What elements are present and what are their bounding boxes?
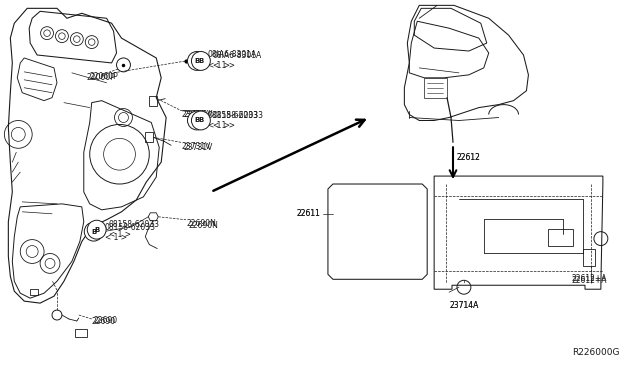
Text: 22612+A: 22612+A: [572, 276, 607, 285]
Text: 23731V: 23731V: [181, 142, 211, 151]
Text: < 1 >: < 1 >: [109, 230, 131, 239]
Text: 23731V: 23731V: [181, 110, 211, 119]
Text: 22060P: 22060P: [90, 72, 118, 81]
Text: < 1 >: < 1 >: [208, 121, 230, 130]
Text: B: B: [198, 58, 204, 64]
Text: 22612+A: 22612+A: [572, 274, 607, 283]
Text: 23714A: 23714A: [449, 301, 479, 310]
Text: 08IA6-8301A: 08IA6-8301A: [213, 51, 262, 61]
Text: 22611: 22611: [296, 209, 320, 218]
Text: 23731V: 23731V: [183, 143, 212, 152]
Text: < 1 >: < 1 >: [208, 61, 230, 70]
Circle shape: [191, 51, 211, 70]
Circle shape: [191, 111, 211, 130]
Text: R226000G: R226000G: [572, 348, 620, 357]
Text: B: B: [195, 58, 200, 64]
Circle shape: [84, 222, 103, 241]
Text: 08158-62033: 08158-62033: [208, 111, 259, 120]
Text: 22690N: 22690N: [186, 219, 216, 228]
Text: 23731V: 23731V: [183, 110, 212, 119]
Text: < 1 >: < 1 >: [213, 61, 235, 70]
Text: 22612: 22612: [457, 153, 481, 162]
Text: B: B: [198, 118, 204, 124]
Text: B: B: [195, 118, 200, 124]
Text: 08158-62033: 08158-62033: [104, 223, 156, 232]
Circle shape: [87, 220, 106, 239]
Text: 23714A: 23714A: [449, 301, 479, 310]
Text: 22690: 22690: [93, 317, 118, 326]
Text: 22611: 22611: [296, 209, 320, 218]
Text: 08158-62033: 08158-62033: [213, 111, 264, 120]
Text: 22612: 22612: [457, 153, 481, 162]
Text: < 1 >: < 1 >: [104, 233, 127, 242]
Text: 22060P: 22060P: [87, 73, 115, 82]
Circle shape: [188, 51, 206, 70]
Text: B: B: [91, 229, 97, 235]
Circle shape: [188, 111, 206, 130]
Text: B: B: [94, 227, 99, 232]
Text: 22690: 22690: [92, 317, 116, 327]
Text: 08IA6-8301A: 08IA6-8301A: [208, 51, 257, 60]
Text: < 1 >: < 1 >: [213, 121, 235, 130]
Text: 08158-62033: 08158-62033: [109, 220, 159, 229]
Text: 22690N: 22690N: [189, 221, 219, 230]
